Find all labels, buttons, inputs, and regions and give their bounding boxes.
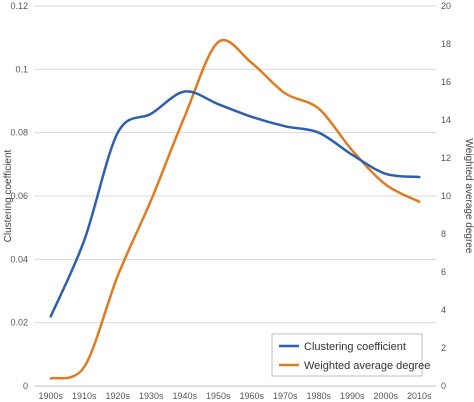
series-line-clustering bbox=[49, 90, 421, 318]
y-axis-title: Clustering coefficient bbox=[3, 149, 14, 242]
series-lines bbox=[49, 38, 421, 380]
x-tick-label: 2000s bbox=[373, 391, 398, 401]
y-tick-label: 0 bbox=[23, 381, 28, 391]
y2-tick-label: 6 bbox=[441, 267, 446, 277]
legend-label-degree: Weighted average degree bbox=[304, 360, 430, 372]
y-tick-label: 0.02 bbox=[10, 318, 28, 328]
y-tick-label: 0.12 bbox=[10, 1, 28, 11]
x-tick-label: 1910s bbox=[72, 391, 97, 401]
y-tick-label: 0.06 bbox=[10, 191, 28, 201]
x-tick-label: 1960s bbox=[239, 391, 264, 401]
series-line-degree bbox=[49, 38, 421, 380]
x-tick-label: 1970s bbox=[273, 391, 298, 401]
x-tick-label: 1930s bbox=[139, 391, 164, 401]
x-tick-label: 2010s bbox=[407, 391, 432, 401]
y2-tick-label: 20 bbox=[441, 1, 451, 11]
axes: 0 0.02 0.04 0.06 0.08 0.1 0.12 0 2 4 6 8 10 12 14 16 18 2… bbox=[10, 1, 451, 401]
x-tick-label: 1980s bbox=[306, 391, 331, 401]
x-tick-label: 1940s bbox=[172, 391, 197, 401]
x-tick-label: 1920s bbox=[105, 391, 130, 401]
y2-tick-label: 4 bbox=[441, 305, 446, 315]
y-tick-label: 0.04 bbox=[10, 254, 28, 264]
x-tick-label: 1900s bbox=[38, 391, 63, 401]
y-tick-label: 0.08 bbox=[10, 128, 28, 138]
legend-label-clustering: Clustering coefficient bbox=[304, 341, 406, 353]
y2-tick-label: 0 bbox=[441, 381, 446, 391]
legend: Clustering coefficient Weighted average … bbox=[271, 333, 430, 377]
gridlines bbox=[34, 5, 436, 324]
y2-tick-label: 14 bbox=[441, 115, 451, 125]
legend-box bbox=[271, 333, 423, 377]
x-tick-label: 1990s bbox=[340, 391, 365, 401]
y2-tick-label: 8 bbox=[441, 229, 446, 239]
y2-tick-label: 2 bbox=[441, 343, 446, 353]
y2-axis-title: Weighted average degree bbox=[463, 139, 474, 254]
y2-tick-label: 16 bbox=[441, 77, 451, 87]
y-tick-label: 0.1 bbox=[15, 64, 28, 74]
y2-tick-label: 18 bbox=[441, 39, 451, 49]
y2-tick-label: 12 bbox=[441, 153, 451, 163]
y2-tick-label: 10 bbox=[441, 191, 451, 201]
x-tick-label: 1950s bbox=[206, 391, 231, 401]
